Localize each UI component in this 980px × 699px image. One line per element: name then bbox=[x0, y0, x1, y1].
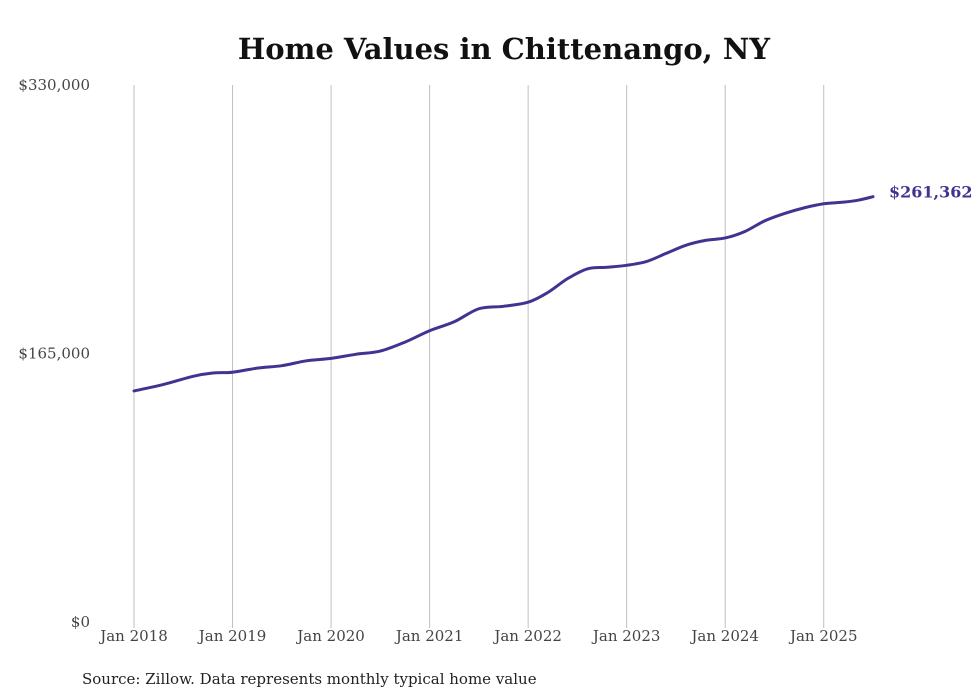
y-tick-label: $330,000 bbox=[18, 76, 90, 94]
end-value-label: $261,362 bbox=[889, 183, 973, 202]
source-note: Source: Zillow. Data represents monthly … bbox=[82, 670, 537, 688]
x-tick-label: Jan 2021 bbox=[394, 627, 464, 645]
chart-title: Home Values in Chittenango, NY bbox=[238, 32, 770, 66]
gridlines bbox=[133, 85, 825, 628]
x-tick-label: Jan 2019 bbox=[197, 627, 267, 645]
x-tick-label: Jan 2018 bbox=[98, 627, 168, 645]
x-axis-ticks: Jan 2018 Jan 2019 Jan 2020 Jan 2021 Jan 2022… bbox=[98, 627, 857, 645]
y-axis-ticks: $330,000 $165,000 $0 bbox=[18, 76, 90, 631]
x-tick-label: Jan 2023 bbox=[591, 627, 661, 645]
x-tick-label: Jan 2022 bbox=[492, 627, 562, 645]
x-tick-label: Jan 2024 bbox=[689, 627, 759, 645]
series-layer: $261,362 bbox=[132, 183, 973, 393]
y-tick-label: $165,000 bbox=[18, 345, 90, 363]
y-tick-label: $0 bbox=[71, 613, 90, 631]
x-tick-label: Jan 2020 bbox=[295, 627, 365, 645]
series-line bbox=[132, 195, 875, 393]
x-tick-label: Jan 2025 bbox=[788, 627, 858, 645]
